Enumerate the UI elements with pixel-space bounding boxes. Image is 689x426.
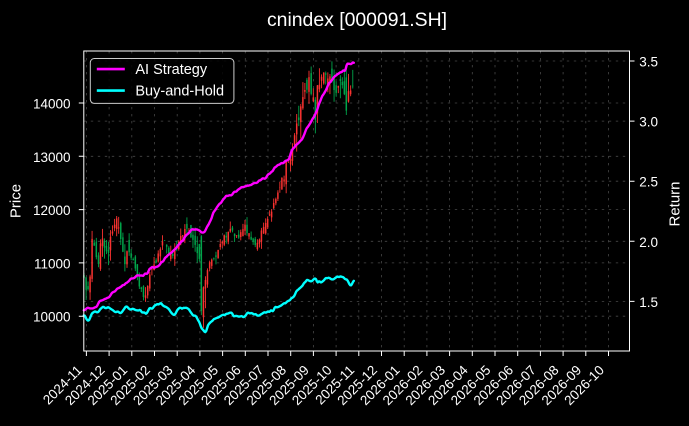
- svg-text:3.0: 3.0: [639, 115, 658, 130]
- svg-text:12000: 12000: [33, 203, 71, 218]
- svg-text:Return: Return: [667, 181, 684, 226]
- svg-text:13000: 13000: [33, 150, 71, 165]
- svg-text:2.0: 2.0: [639, 235, 658, 250]
- svg-text:2.5: 2.5: [639, 175, 658, 190]
- svg-text:14000: 14000: [33, 97, 71, 112]
- svg-text:cnindex [000091.SH]: cnindex [000091.SH]: [267, 9, 447, 31]
- svg-text:Price: Price: [8, 184, 25, 218]
- svg-text:Buy-and-Hold: Buy-and-Hold: [135, 84, 224, 100]
- svg-text:AI Strategy: AI Strategy: [135, 62, 207, 78]
- svg-text:1.5: 1.5: [639, 295, 658, 310]
- svg-text:11000: 11000: [34, 256, 71, 271]
- svg-text:10000: 10000: [33, 310, 71, 325]
- svg-text:3.5: 3.5: [639, 55, 658, 70]
